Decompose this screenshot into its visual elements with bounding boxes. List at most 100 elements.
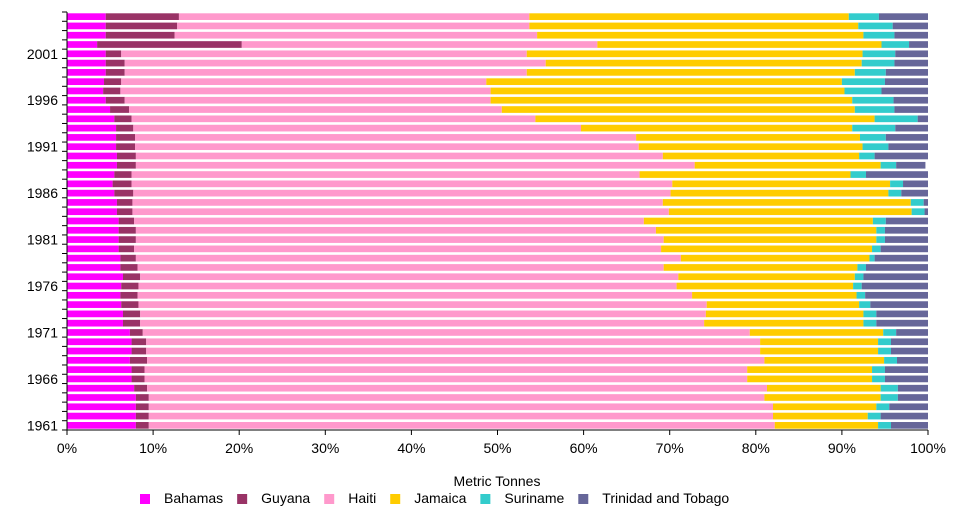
bar-segment-suriname-1994 xyxy=(874,115,918,123)
bar-segment-trinidad-and-tobago-1975 xyxy=(865,291,928,299)
bar-segment-suriname-2002 xyxy=(881,41,910,48)
bar-segment-suriname-1998 xyxy=(841,78,885,86)
bar-segment-bahamas-1996 xyxy=(67,96,106,104)
bar-segment-trinidad-and-tobago-2002 xyxy=(909,41,928,48)
bar-segment-bahamas-1985 xyxy=(67,199,117,206)
bar-segment-guyana-1996 xyxy=(105,96,125,104)
bar-segment-bahamas-1974 xyxy=(67,301,122,308)
bar-segment-suriname-1971 xyxy=(883,329,897,336)
bar-segment-trinidad-and-tobago-1964 xyxy=(897,394,928,401)
bar-segment-bahamas-1997 xyxy=(67,87,104,95)
bar-segment-jamaica-1991 xyxy=(638,143,863,151)
bar-segment-jamaica-1966 xyxy=(747,375,873,383)
bar-segment-guyana-1969 xyxy=(131,347,147,355)
bar-segment-trinidad-and-tobago-1963 xyxy=(889,403,928,411)
bar-segment-guyana-2003 xyxy=(105,31,175,39)
bar-segment-haiti-1990 xyxy=(135,152,663,160)
bar-segment-suriname-1980 xyxy=(872,245,881,253)
bar-segment-trinidad-and-tobago-1983 xyxy=(885,217,928,225)
bar-segment-haiti-1986 xyxy=(133,189,671,197)
bar-segment-haiti-1972 xyxy=(140,319,705,327)
bar-segment-bahamas-1976 xyxy=(67,282,122,290)
bar-segment-trinidad-and-tobago-1991 xyxy=(888,143,928,151)
axes-layer xyxy=(62,11,929,435)
bar-segment-jamaica-1981 xyxy=(663,236,877,243)
bar-segment-suriname-1981 xyxy=(876,236,885,243)
bar-segment-guyana-1989 xyxy=(116,161,136,169)
bar-segment-suriname-1975 xyxy=(856,291,866,299)
bar-segment-suriname-1973 xyxy=(863,310,877,318)
bar-segment-haiti-1994 xyxy=(131,115,536,123)
y-tick-label: 1996 xyxy=(27,92,58,108)
bar-segment-haiti-1992 xyxy=(135,134,637,141)
bar-segment-bahamas-1994 xyxy=(67,115,115,123)
bar-segment-jamaica-1977 xyxy=(678,273,855,281)
bar-segment-guyana-1974 xyxy=(121,301,139,308)
bar-segment-trinidad-and-tobago-2005 xyxy=(878,13,928,20)
bar-segment-jamaica-2005 xyxy=(529,13,849,20)
bar-segment-guyana-1972 xyxy=(122,319,141,327)
bar-segment-guyana-1976 xyxy=(121,282,139,290)
bar-segment-jamaica-1983 xyxy=(643,217,873,225)
bar-segment-bahamas-2004 xyxy=(67,22,106,30)
bar-segment-haiti-2003 xyxy=(174,31,538,39)
bar-segment-haiti-1985 xyxy=(132,199,663,206)
x-tick-label: 40% xyxy=(397,440,425,456)
bar-segment-jamaica-1978 xyxy=(663,264,858,271)
bar-segment-suriname-1988 xyxy=(850,171,867,178)
bar-segment-haiti-1977 xyxy=(140,273,679,281)
bar-segment-bahamas-1964 xyxy=(67,394,136,401)
bar-segment-bahamas-1963 xyxy=(67,403,136,411)
bar-segment-trinidad-and-tobago-1966 xyxy=(884,375,928,383)
bar-segment-trinidad-and-tobago-2000 xyxy=(894,59,928,67)
bar-segment-bahamas-1968 xyxy=(67,356,130,364)
y-tick-label: 1971 xyxy=(27,324,58,340)
bar-segment-bahamas-1972 xyxy=(67,319,123,327)
bar-segment-bahamas-1966 xyxy=(67,375,132,383)
bar-segment-jamaica-2001 xyxy=(526,50,863,58)
bar-segment-jamaica-2003 xyxy=(537,31,864,39)
bar-segment-guyana-1968 xyxy=(129,356,148,364)
x-tick-label: 90% xyxy=(828,440,856,456)
bar-segment-guyana-1967 xyxy=(131,366,145,373)
bar-segment-jamaica-1999 xyxy=(526,69,855,76)
bar-segment-suriname-1972 xyxy=(863,319,877,327)
bar-segment-haiti-2005 xyxy=(178,13,530,20)
bar-segment-guyana-1984 xyxy=(116,208,133,216)
bar-segment-haiti-1979 xyxy=(135,254,681,262)
bar-segment-trinidad-and-tobago-1995 xyxy=(894,106,928,113)
bar-segment-jamaica-1976 xyxy=(676,282,854,290)
bar-segment-suriname-1983 xyxy=(872,217,886,225)
bar-segment-suriname-2004 xyxy=(858,22,893,30)
legend-swatch-trinidad-and-tobago xyxy=(578,494,589,504)
bar-segment-bahamas-1967 xyxy=(67,366,132,373)
bar-segment-trinidad-and-tobago-1969 xyxy=(890,347,928,355)
bar-segment-guyana-1997 xyxy=(103,87,121,95)
bar-segment-trinidad-and-tobago-1979 xyxy=(874,254,928,262)
bar-segment-guyana-1994 xyxy=(114,115,132,123)
bar-segment-jamaica-1995 xyxy=(501,106,855,113)
x-axis-title: Metric Tonnes xyxy=(454,473,541,489)
bar-segment-suriname-1962 xyxy=(867,412,881,420)
bar-segment-bahamas-1992 xyxy=(67,134,117,141)
y-tick-label: 1986 xyxy=(27,185,58,201)
bar-segment-trinidad-and-tobago-1976 xyxy=(861,282,928,290)
x-tick-label: 80% xyxy=(742,440,770,456)
bar-segment-bahamas-1993 xyxy=(67,124,117,132)
bar-segment-bahamas-1983 xyxy=(67,217,119,225)
bar-segment-guyana-2001 xyxy=(105,50,122,58)
bar-segment-jamaica-1961 xyxy=(774,422,879,429)
bar-segment-bahamas-1975 xyxy=(67,291,121,299)
bar-segment-guyana-1998 xyxy=(104,78,122,86)
bar-segment-trinidad-and-tobago-1980 xyxy=(880,245,928,253)
bar-segment-haiti-1967 xyxy=(144,366,748,373)
bar-segment-trinidad-and-tobago-2003 xyxy=(894,31,928,39)
bar-segment-suriname-2003 xyxy=(863,31,895,39)
bar-segment-jamaica-1982 xyxy=(655,226,877,234)
bar-segment-haiti-1962 xyxy=(148,412,774,420)
bar-segment-guyana-1971 xyxy=(129,329,143,336)
bar-segment-jamaica-1992 xyxy=(636,134,860,141)
bar-segment-suriname-1987 xyxy=(890,180,904,188)
bar-segment-haiti-1974 xyxy=(138,301,707,308)
bar-segment-bahamas-1999 xyxy=(67,69,106,76)
